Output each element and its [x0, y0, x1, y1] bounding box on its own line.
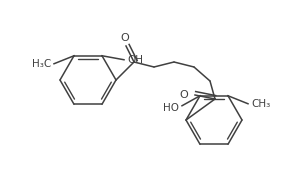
Text: HO: HO — [163, 103, 179, 113]
Text: O: O — [120, 33, 129, 43]
Text: CH₃: CH₃ — [251, 99, 270, 109]
Text: O: O — [180, 90, 188, 100]
Text: H₃C: H₃C — [32, 59, 51, 69]
Text: OH: OH — [127, 55, 143, 65]
